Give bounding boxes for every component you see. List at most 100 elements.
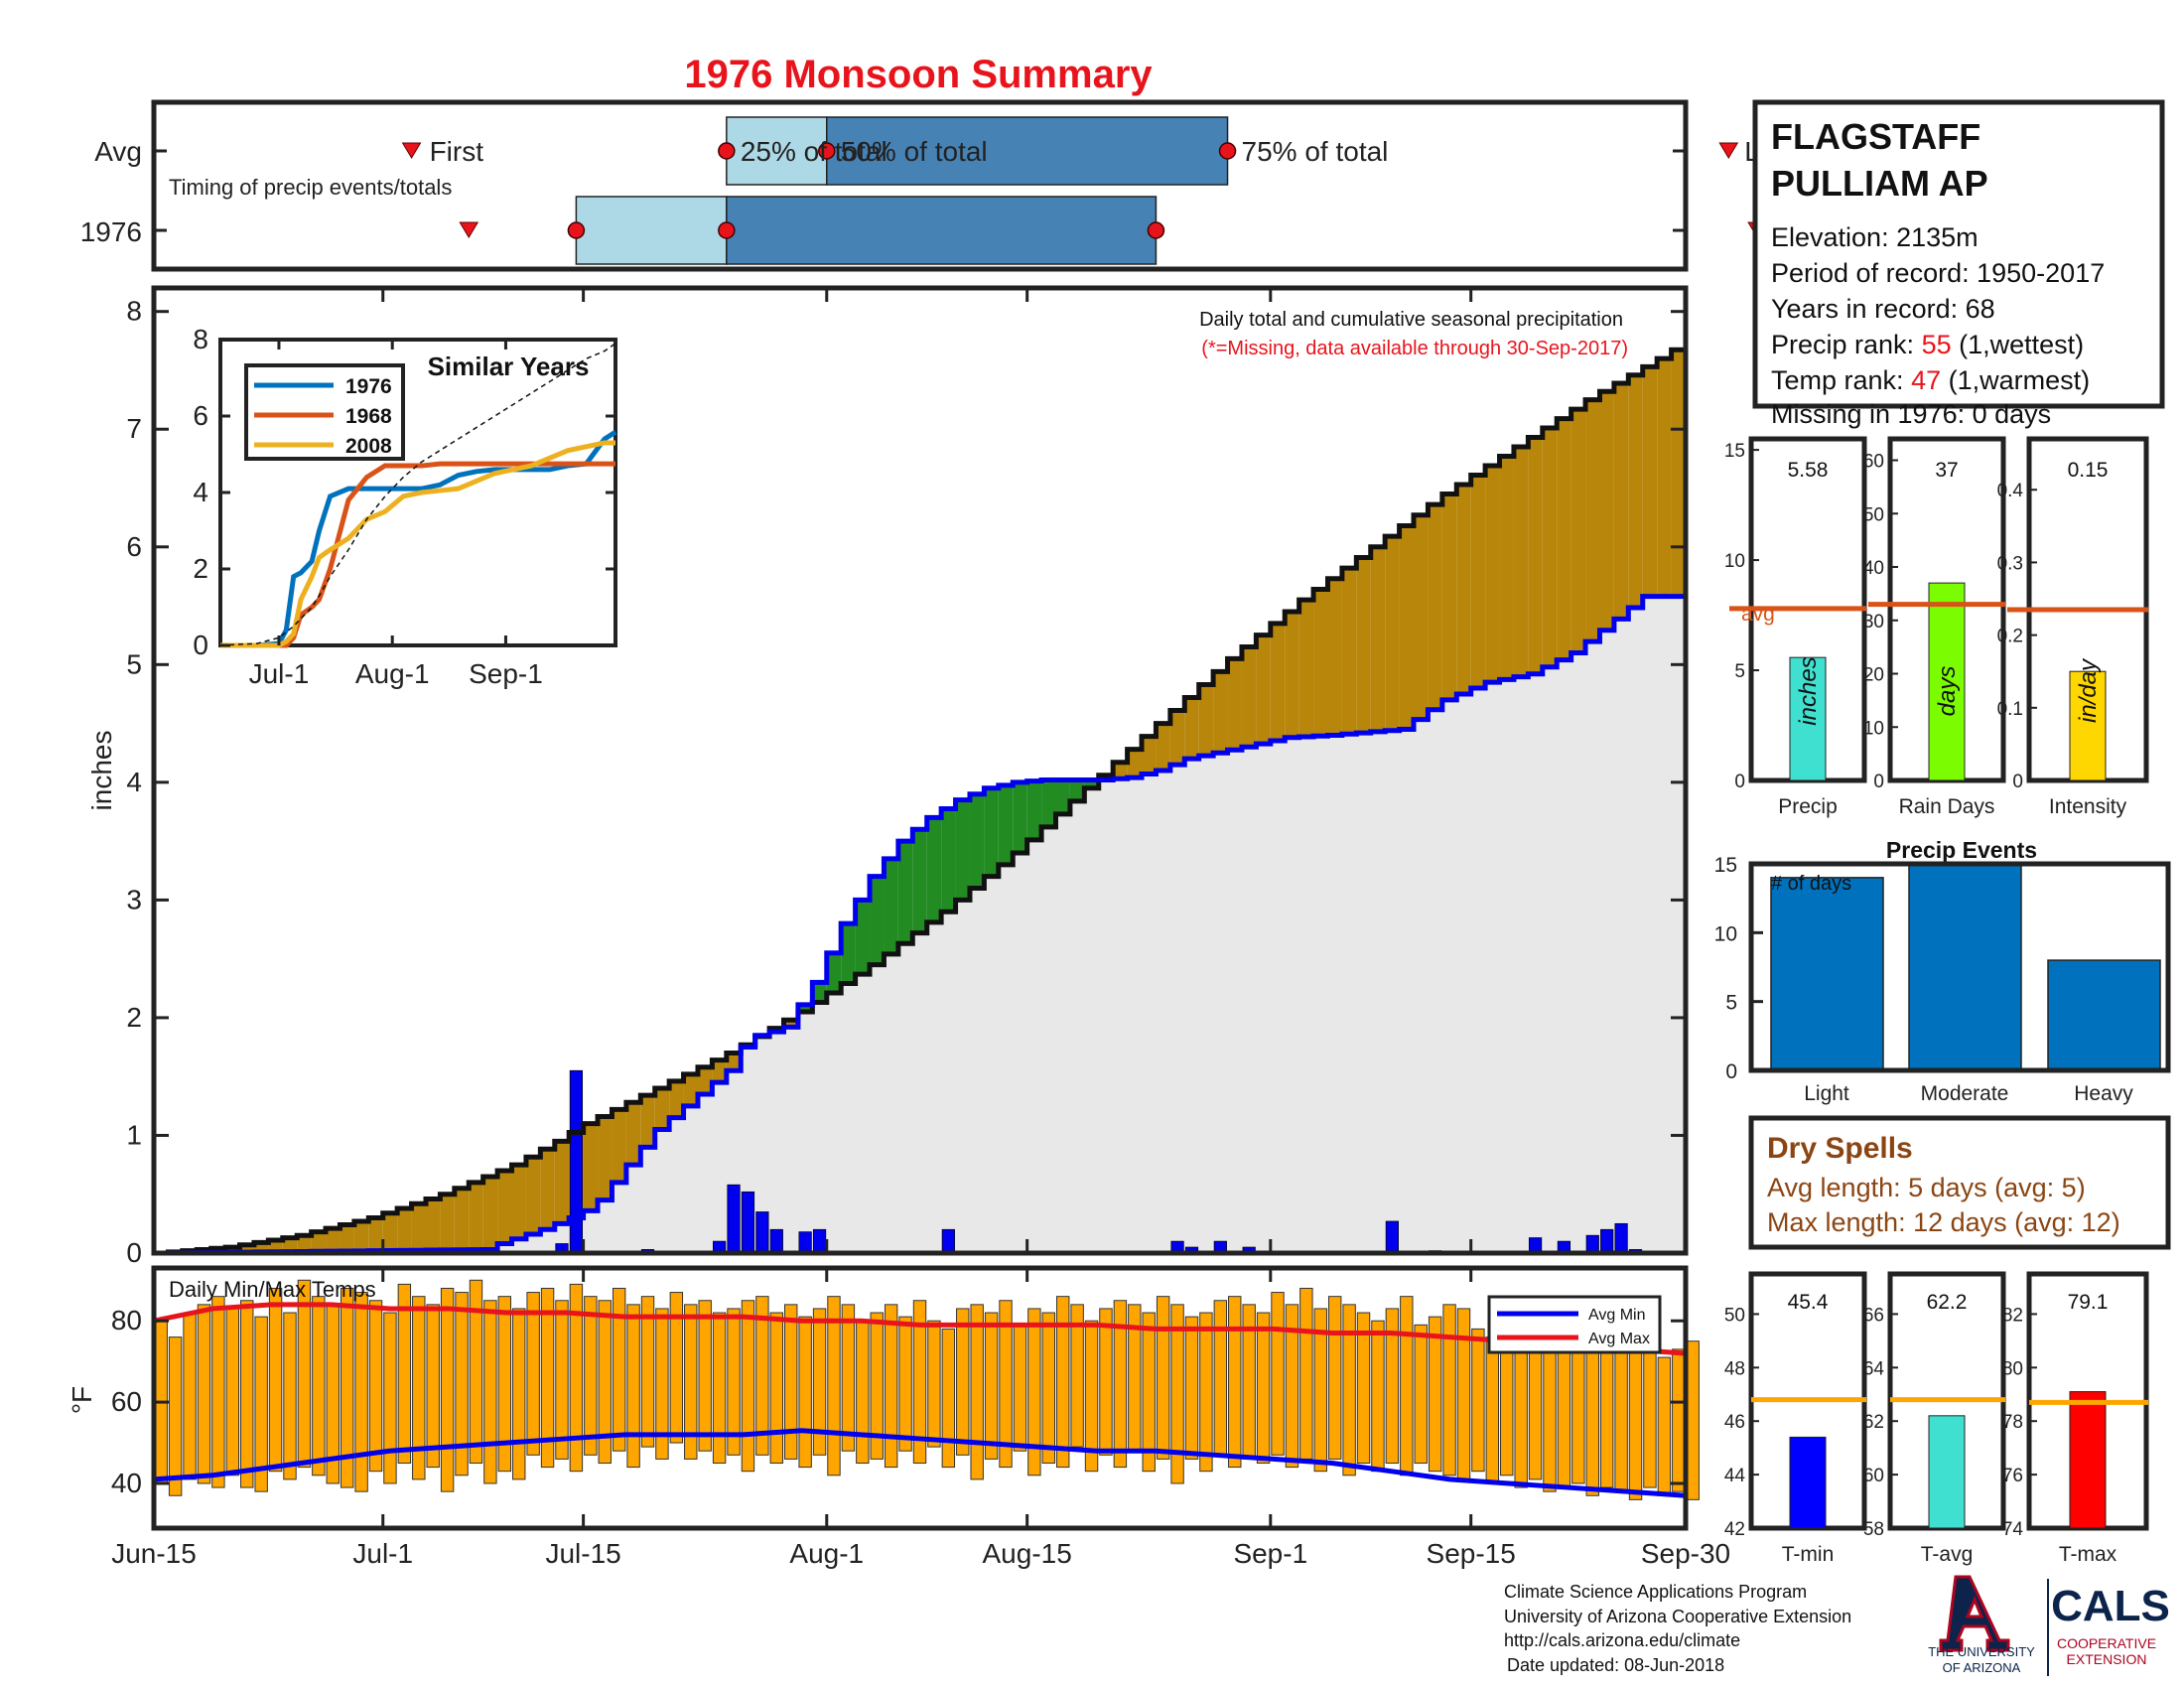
legend-label-2008: 2008 [345,435,392,458]
deficit-band [583,1123,599,1211]
surplus-band [955,799,970,901]
daily-temp-bar [1055,1296,1070,1469]
daily-temp-bar [784,1304,798,1460]
deficit-band [1399,525,1415,730]
deficit-band [1184,697,1199,760]
surplus-band [1041,779,1056,827]
daily-temp-bar [1356,1312,1371,1464]
inset-line-1976 [220,430,617,648]
daily-temp-bar [455,1292,469,1477]
daily-temp-bar [555,1300,569,1460]
deficit-band [311,1231,327,1252]
daily-temp-bar [1686,1340,1700,1500]
surplus-band [998,784,1014,865]
daily-temp-bar [1342,1304,1356,1477]
daily-temp-bar [655,1308,669,1460]
deficit-band [726,1053,742,1071]
daily-temp-bar [1614,1352,1628,1492]
temp-stat-bar-tavg [1928,1415,1966,1529]
deficit-band [1341,568,1357,735]
deficit-band [353,1220,369,1251]
temp-stat-tick-label: 46 [1724,1412,1745,1433]
station-years: Years in record: 68 [1771,294,1995,324]
events-tick-label: 0 [1725,1060,1737,1083]
deficit-band [1485,465,1500,683]
cals-sub-2: EXTENSION [2067,1651,2147,1667]
stat-avg-label: avg [1741,603,1775,626]
daily-temp-bar [540,1287,555,1469]
stat-tick-label: 20 [1863,665,1884,686]
stat-bar-intensity [2069,670,2107,781]
daily-temp-bar [1657,1356,1672,1496]
temp-stat-tick-label: 76 [2002,1466,2023,1486]
temp-ylabel: °F [67,1386,97,1414]
daily-temp-bar [412,1296,426,1480]
avg-75-marker [1218,142,1237,160]
daily-temp-bar [469,1279,483,1464]
inset-ytick-label: 6 [193,400,208,431]
daily-temp-bar [1084,1320,1099,1473]
daily-temp-bar [612,1287,626,1452]
surplus-band [1026,780,1042,840]
date-tick-label: Sep-1 [1233,1538,1307,1569]
daily-temp-bar [197,1304,211,1484]
daily-temp-bar [1184,1316,1199,1460]
deficit-band [697,1066,713,1094]
similar-years-inset: 0 2 4 6 8 Jul-1 Aug-1 Sep-1 Similar Years 1976 … [193,324,617,689]
precip-ytick-label: 6 [126,531,142,562]
date-tick-label: Aug-1 [789,1538,864,1569]
inset-xtick-label: Aug-1 [355,658,430,689]
daily-temp-bar [168,1336,183,1496]
deficit-band [1513,447,1529,677]
deficit-band [1542,428,1558,667]
stat-panel-precip: 5.58 Precip inches 0 5 10 15 [1724,436,1867,818]
precip-ytick-label: 5 [126,648,142,679]
daily-precip-bar [812,1228,827,1254]
daily-temp-bar [1199,1312,1213,1473]
event-bar-heavy [2047,959,2161,1071]
deficit-band [1298,600,1314,738]
daily-temp-bar [1156,1296,1170,1460]
daily-temp-bar [268,1287,283,1473]
temp-stat-label-tmax: T-max [2059,1543,2117,1566]
temp-stat-bar-tmin [1789,1436,1827,1529]
stat-panel-raindays: 37 Rain Days days 0 10 20 30 40 50 60 [1863,436,2006,818]
daily-temp-bar [183,1312,197,1480]
daily-temp-bar [1543,1333,1557,1492]
deficit-band [1671,350,1686,597]
stat-unit-intensity: in/day [2075,657,2102,723]
station-missing: Missing in 1976: 0 days [1771,399,2051,429]
daily-temp-bar [1385,1308,1400,1464]
deficit-band [640,1095,655,1148]
daily-temp-bar [1371,1320,1385,1473]
year-q2-box [726,196,1158,265]
daily-precip-bar [941,1228,955,1254]
daily-temp-bar [1213,1300,1228,1456]
deficit-band [440,1194,455,1250]
daily-temp-bar [440,1287,455,1492]
stat-value-intensity: 0.15 [2068,459,2109,482]
daily-temp-bar [870,1312,884,1460]
precip-ytick-label: 4 [126,767,142,797]
temp-stat-tick-label: 62 [1863,1412,1884,1433]
precip-ytick-label: 3 [126,884,142,914]
surplus-band [941,808,956,913]
stat-unit-raindays: days [1934,666,1961,717]
event-bar-light [1770,877,1884,1071]
deficit-band [1470,475,1486,689]
ua-line-1: THE UNIVERSITY [1928,1644,2035,1659]
inset-ytick-label: 2 [193,553,208,584]
stat-tick-label: 0.4 [1997,481,2024,501]
events-ylabel: # of days [1771,873,1851,895]
daily-temp-bar [1428,1316,1442,1473]
deficit-band [382,1212,398,1251]
daily-temp-bar [584,1296,598,1456]
deficit-band [1356,557,1371,734]
daily-temp-bar [1599,1336,1614,1488]
daily-temp-bar [884,1304,898,1469]
daily-temp-bar [999,1300,1013,1469]
daily-temp-bar [368,1300,383,1473]
surplus-band [1013,781,1027,853]
daily-temp-bar [569,1283,584,1473]
inset-ytick-label: 4 [193,477,208,507]
